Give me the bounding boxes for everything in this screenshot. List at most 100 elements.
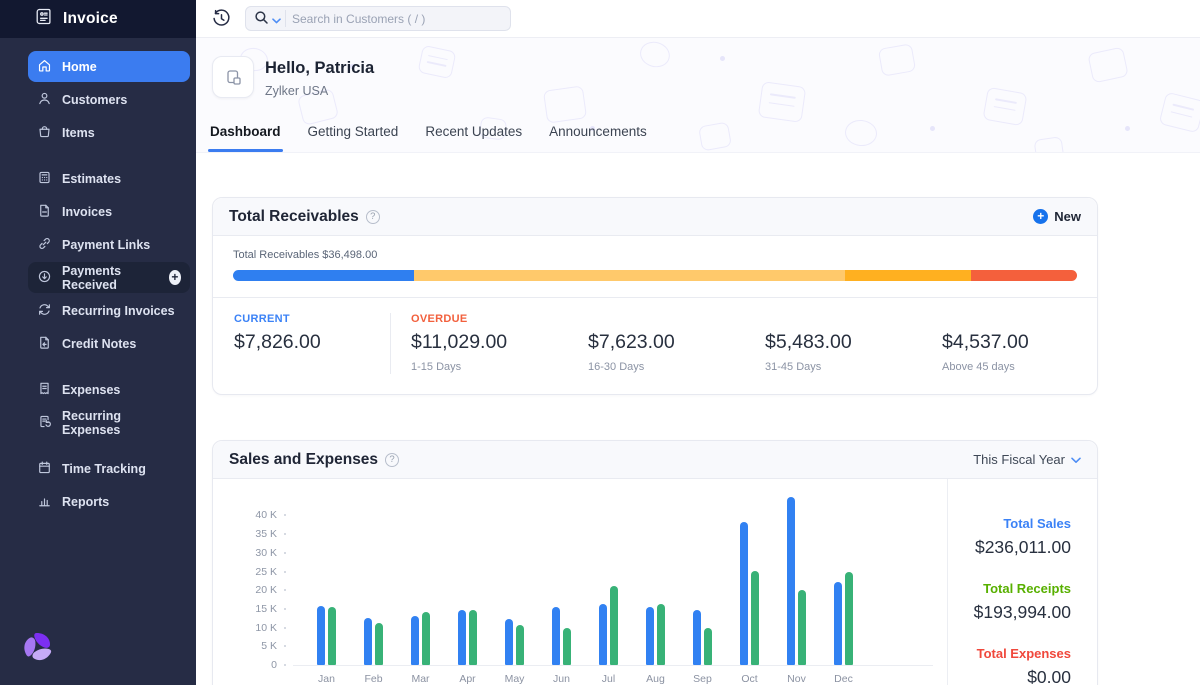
y-axis-tick-mark	[284, 645, 286, 648]
sidebar-item-label: Credit Notes	[62, 336, 137, 351]
receivables-help-icon[interactable]	[365, 209, 380, 224]
bag-icon	[37, 124, 52, 142]
month-name: Jan	[318, 673, 335, 685]
sidebar-item-time-tracking[interactable]: Time Tracking	[28, 453, 190, 484]
chart-bar-receipts	[563, 628, 571, 665]
sidebar-item-reports[interactable]: Reports	[28, 486, 190, 517]
sales-expenses-body: 05 K10 K15 K20 K25 K30 K35 K40 KJan2023F…	[213, 479, 1097, 685]
tab-recent-updates[interactable]: Recent Updates	[425, 124, 523, 139]
new-button-label: New	[1054, 209, 1081, 224]
calendar-icon	[37, 460, 52, 478]
fiscal-year-label: This Fiscal Year	[973, 452, 1065, 467]
bucket-range: 1-15 Days	[411, 361, 462, 373]
x-axis-month-label: Dec2023	[820, 673, 867, 685]
search-input[interactable]	[245, 6, 511, 31]
month-name: Nov	[787, 673, 806, 685]
x-axis-month-label: May2023	[491, 673, 538, 685]
receipt-icon	[37, 381, 52, 399]
sidebar-item-items[interactable]: Items	[28, 117, 190, 148]
sidebar: Invoice Home Customers Items Estimates Invoi…	[0, 0, 196, 685]
sidebar-item-recurring-expenses[interactable]: Recurring Expenses	[28, 407, 190, 438]
tab-getting-started[interactable]: Getting Started	[307, 124, 399, 139]
month-name: Dec	[834, 673, 853, 685]
y-axis-tick-label: 40 K	[255, 509, 277, 522]
sidebar-item-payment-links[interactable]: Payment Links	[28, 229, 190, 260]
bucket-range: Above 45 days	[942, 361, 1015, 373]
pattern-doodle-icon	[843, 118, 879, 148]
chart-bar-sales	[646, 607, 654, 665]
legend-entry-total-sales: Total Sales $236,011.00	[948, 516, 1071, 558]
y-axis-tick-mark	[284, 570, 286, 573]
chart-bar-receipts	[610, 586, 618, 665]
recent-history-icon[interactable]	[209, 7, 233, 31]
greeting-text: Hello, Patricia	[265, 59, 375, 77]
document-icon	[37, 203, 52, 221]
sidebar-footer	[0, 614, 196, 685]
bucket-amount: $4,537.00	[942, 331, 1029, 353]
sidebar-item-customers[interactable]: Customers	[28, 84, 190, 115]
month-bar-group-may	[491, 479, 538, 665]
sales-expenses-chart: 05 K10 K15 K20 K25 K30 K35 K40 KJan2023F…	[213, 479, 947, 685]
page-header: Hello, Patricia Zylker USA Dashboard Gett…	[196, 38, 1200, 153]
receivable-segment-overdue-above-45	[971, 270, 1077, 281]
x-axis-line	[293, 665, 933, 666]
sidebar-item-label: Recurring Invoices	[62, 303, 175, 318]
y-axis-tick-label: 0	[271, 659, 277, 671]
sidebar-item-invoices[interactable]: Invoices	[28, 196, 190, 227]
chart-bar-sales	[458, 610, 466, 665]
y-axis-tick-label: 20 K	[255, 584, 277, 597]
month-name: Apr	[459, 673, 476, 685]
sidebar-item-credit-notes[interactable]: Credit Notes	[28, 328, 190, 359]
tab-dashboard[interactable]: Dashboard	[208, 124, 283, 152]
sales-help-icon[interactable]	[385, 452, 400, 467]
month-bar-group-aug	[632, 479, 679, 665]
y-axis-tick-label: 30 K	[255, 546, 277, 559]
sidebar-item-payments-received[interactable]: Payments Received	[28, 262, 190, 293]
sidebar-item-label: Reports	[62, 494, 110, 509]
receivables-title: Total Receivables	[229, 207, 359, 225]
chart-bar-receipts	[798, 590, 806, 665]
legend-label: Total Sales	[1003, 516, 1071, 531]
chart-bar-receipts	[469, 610, 477, 665]
current-amount: $7,826.00	[234, 331, 321, 353]
new-button[interactable]: New	[1033, 209, 1081, 224]
sidebar-item-label: Payment Links	[62, 237, 151, 252]
tab-announcements[interactable]: Announcements	[549, 124, 647, 139]
receivables-progress-bar	[233, 270, 1077, 281]
pattern-doodle-icon	[1033, 136, 1065, 152]
current-label: CURRENT	[234, 313, 290, 325]
search-scope-chevron-icon[interactable]	[272, 11, 281, 29]
payment-received-icon	[37, 269, 52, 287]
sidebar-item-recurring-invoices[interactable]: Recurring Invoices	[28, 295, 190, 326]
overdue-label: OVERDUE	[411, 313, 468, 325]
y-axis-tick-mark	[284, 626, 286, 629]
y-axis-tick-label: 25 K	[255, 565, 277, 578]
y-axis-tick-label: 35 K	[255, 528, 277, 541]
quick-add-plus-icon[interactable]	[168, 270, 181, 285]
sidebar-item-label: Invoices	[62, 204, 113, 219]
sidebar-item-estimates[interactable]: Estimates	[28, 163, 190, 194]
sidebar-item-expenses[interactable]: Expenses	[28, 374, 190, 405]
x-axis-month-label: Sep2023	[679, 673, 726, 685]
pattern-doodle-icon	[350, 64, 355, 69]
pattern-doodle-icon	[720, 56, 725, 61]
sidebar-item-label: Estimates	[62, 171, 122, 186]
nav-group-gap	[0, 440, 196, 453]
sidebar-nav: Home Customers Items Estimates Invoices Payme…	[0, 38, 196, 519]
header-tabs: Dashboard Getting Started Recent Updates An…	[208, 124, 649, 152]
receivable-segment-overdue-1-15	[413, 270, 669, 281]
fiscal-year-dropdown[interactable]: This Fiscal Year	[973, 451, 1081, 469]
y-axis-tick-mark	[284, 551, 286, 554]
legend-value: $236,011.00	[974, 537, 1071, 557]
bucket-range: 16-30 Days	[588, 361, 645, 373]
bar-chart-icon	[37, 493, 52, 511]
main-area: Hello, Patricia Zylker USA Dashboard Gett…	[196, 0, 1200, 685]
sidebar-item-home[interactable]: Home	[28, 51, 190, 82]
sales-panel-header: Sales and Expenses This Fiscal Year	[213, 441, 1097, 479]
month-name: Sep	[693, 673, 712, 685]
greeting-block: Hello, Patricia Zylker USA	[265, 56, 374, 98]
sidebar-header: Invoice	[0, 0, 196, 38]
chart-bar-receipts	[422, 612, 430, 665]
link-icon	[37, 236, 52, 254]
